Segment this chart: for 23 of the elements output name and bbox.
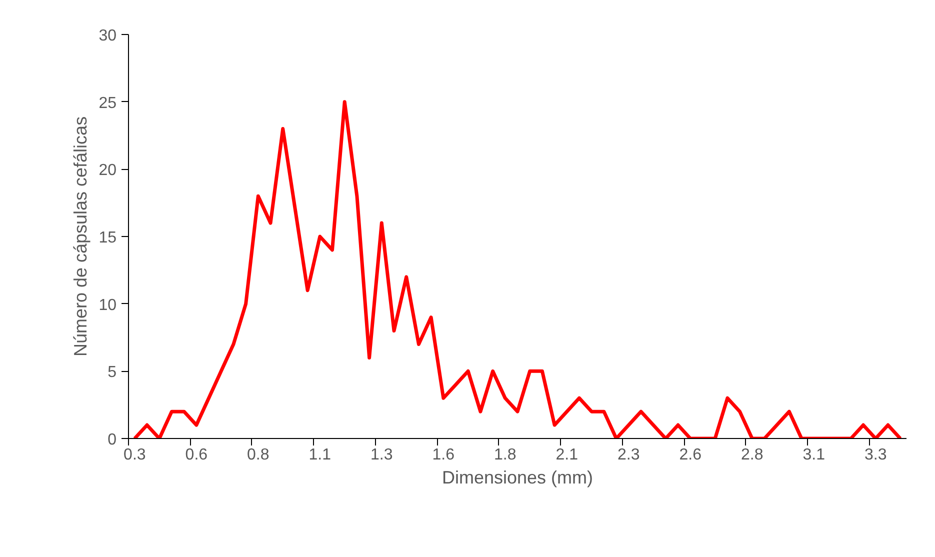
x-tick-label: 0.6 (185, 446, 208, 464)
y-tick-label: 25 (98, 94, 117, 112)
x-tick-label: 2.8 (741, 446, 764, 464)
x-tick-label: 0.3 (124, 446, 146, 464)
y-tick-label: 20 (98, 162, 117, 180)
x-tick-label: 2.6 (679, 446, 702, 464)
y-tick-label: 10 (98, 296, 117, 314)
x-tick-label: 0.8 (247, 446, 270, 464)
x-tick-label: 2.1 (556, 446, 578, 464)
x-axis-title: Dimensiones (mm) (442, 468, 594, 488)
y-tick-label: 5 (108, 364, 117, 382)
x-tick-label: 3.3 (864, 446, 887, 464)
y-axis-title: Número de cápsulas cefálicas (70, 116, 91, 357)
x-tick-label: 1.8 (494, 446, 516, 464)
x-tick-label: 1.6 (432, 446, 455, 464)
y-tick-label: 0 (108, 432, 117, 448)
y-tick-label: 30 (98, 28, 117, 44)
x-tick-label: 1.3 (370, 446, 393, 464)
x-tick-label: 2.3 (618, 446, 640, 464)
x-tick-label: 1.1 (308, 446, 332, 464)
x-tick-label: 3.1 (802, 446, 826, 464)
y-tick-label: 15 (98, 230, 117, 246)
line-series (132, 100, 902, 438)
